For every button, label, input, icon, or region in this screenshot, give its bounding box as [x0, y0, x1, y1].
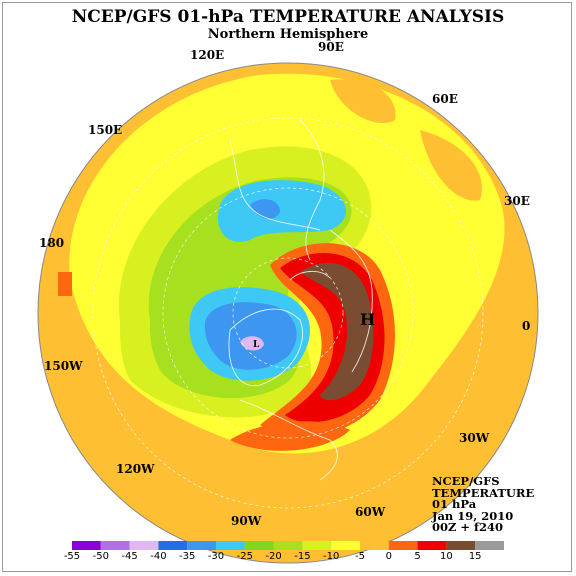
info-level: 01 hPa [432, 497, 477, 511]
lon-label-120w: 120W [116, 462, 155, 476]
lon-label-90w: 90W [231, 514, 262, 528]
field-blue-vortex [204, 302, 297, 370]
field-lavender-core [240, 336, 264, 351]
info-date: Jan 19, 2010 [432, 508, 514, 523]
map-frame [2, 2, 572, 572]
lon-label-60e: 60E [432, 92, 458, 106]
colorbar-tick-label: 0 [385, 551, 392, 562]
field-orange-patch [330, 79, 396, 124]
lon-label-120e: 120E [190, 48, 225, 62]
map-title: NCEP/GFS 01-hPa TEMPERATURE ANALYSIS [71, 7, 505, 27]
lon-label-180: 180 [39, 236, 65, 250]
colorbar-tick-label: -10 [323, 551, 340, 562]
info-forecast-time: 00Z + f240 [432, 520, 503, 534]
info-box: NCEP/GFS TEMPERATURE 01 hPa Jan 19, 2010… [432, 474, 535, 534]
colorbar-tick-label: -55 [63, 551, 81, 562]
map-subtitle: Northern Hemisphere [207, 27, 369, 42]
colorbar-tick-label: 5 [414, 551, 421, 562]
lon-label-150w: 150W [44, 359, 83, 373]
colorbar-tick-label: -50 [92, 551, 109, 562]
lon-label-30w: 30W [459, 431, 490, 445]
colorbar-tick-label: 10 [440, 551, 453, 562]
colorbar-tick-label: -40 [150, 551, 167, 562]
lon-label-150e: 150E [88, 123, 123, 137]
colorbar-tick-label: -45 [121, 551, 138, 562]
lon-label-60w: 60W [355, 505, 386, 519]
colorbar-tick-label: -25 [236, 551, 253, 562]
colorbar-tick-label: 15 [468, 551, 482, 562]
temperature-field [38, 63, 538, 563]
info-source: NCEP/GFS [432, 474, 500, 488]
info-variable: TEMPERATURE [432, 485, 535, 500]
low-pressure-marker: L [253, 340, 260, 350]
field-cyan-north [217, 180, 347, 242]
map-boundary [37, 62, 539, 564]
colorbar-tick-label: -35 [179, 551, 196, 562]
high-pressure-marker: H [360, 310, 375, 329]
field-brown [300, 262, 374, 401]
field-orange-patch [420, 130, 482, 201]
lon-label-90e: 90E [318, 40, 344, 54]
field-orange-west [58, 272, 72, 296]
colorbar-tick-label: -5 [355, 551, 365, 562]
colorbar-tick-label: -30 [207, 551, 225, 562]
colorbar-tick-label: -15 [294, 551, 311, 562]
field-orange-south [230, 421, 350, 451]
lon-label-0: 0 [522, 319, 531, 333]
lon-label-30e: 30E [504, 194, 530, 208]
colorbar-tick-label: -20 [265, 551, 282, 562]
